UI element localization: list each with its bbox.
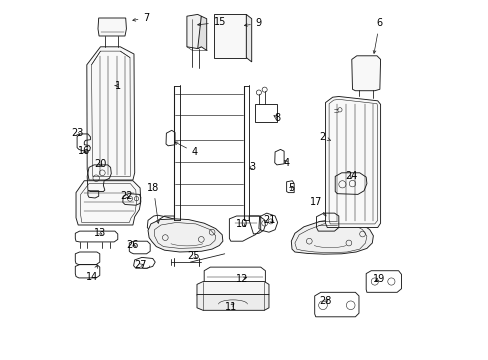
Polygon shape (197, 294, 268, 310)
Polygon shape (213, 14, 246, 58)
Text: 6: 6 (372, 18, 382, 53)
Text: 15: 15 (197, 17, 226, 27)
Text: 22: 22 (120, 191, 132, 201)
Text: 24: 24 (345, 171, 357, 181)
Text: 13: 13 (94, 228, 106, 238)
Text: 7: 7 (133, 13, 149, 23)
Polygon shape (98, 18, 126, 36)
Text: 12: 12 (236, 274, 248, 284)
Text: 16: 16 (78, 146, 90, 156)
Polygon shape (197, 16, 206, 50)
Polygon shape (291, 220, 373, 254)
Text: 2: 2 (318, 132, 330, 142)
Text: 8: 8 (273, 113, 280, 123)
Text: 11: 11 (224, 302, 237, 312)
Polygon shape (197, 282, 268, 297)
Text: 19: 19 (373, 274, 385, 284)
Text: 20: 20 (94, 159, 106, 169)
Text: 4: 4 (175, 142, 198, 157)
Text: 4: 4 (284, 158, 289, 168)
Text: 10: 10 (235, 219, 247, 229)
Polygon shape (148, 219, 223, 252)
Text: 9: 9 (244, 18, 262, 28)
Polygon shape (186, 14, 201, 49)
Text: 27: 27 (134, 260, 146, 270)
Polygon shape (246, 14, 251, 62)
Polygon shape (76, 181, 141, 225)
Text: 26: 26 (126, 240, 139, 250)
Text: 1: 1 (115, 81, 121, 91)
Text: 3: 3 (249, 162, 255, 172)
Text: 17: 17 (310, 197, 325, 216)
Text: 14: 14 (86, 265, 98, 282)
Text: 18: 18 (147, 183, 159, 223)
Polygon shape (87, 47, 134, 180)
Text: 21: 21 (263, 215, 275, 225)
Polygon shape (351, 56, 380, 91)
Text: 25: 25 (187, 251, 199, 261)
Text: 5: 5 (287, 183, 294, 193)
Polygon shape (325, 96, 380, 228)
Text: 23: 23 (71, 128, 83, 138)
Text: 28: 28 (319, 296, 331, 306)
